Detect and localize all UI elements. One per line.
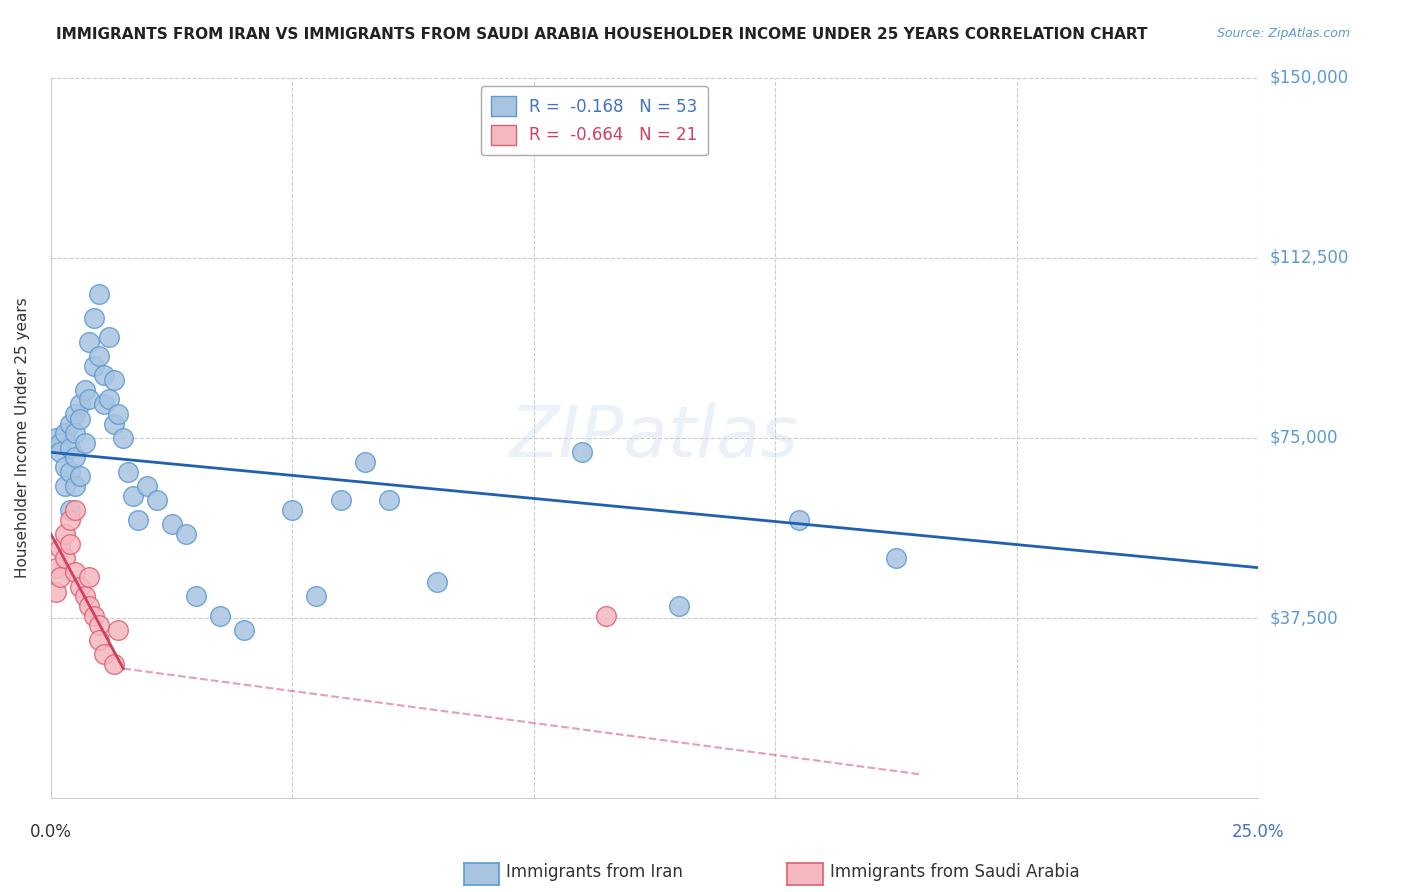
Point (305, 590, 328, 604)
Point (136, 479, 159, 493)
Text: $75,000: $75,000 (1270, 429, 1339, 447)
Legend: R =  -0.168   N = 53, R =  -0.664   N = 21: R = -0.168 N = 53, R = -0.664 N = 21 (481, 86, 707, 155)
Text: $112,500: $112,500 (1270, 249, 1348, 267)
Point (49, 445, 72, 459)
Point (97, 330, 120, 344)
Point (160, 517, 183, 532)
Point (93, 368, 115, 383)
Point (69, 469, 91, 483)
Text: ZIPatlas: ZIPatlas (510, 403, 799, 473)
Point (53, 479, 76, 493)
Point (53, 527, 76, 541)
Point (49, 541, 72, 556)
Point (112, 431, 135, 445)
Point (89, 618, 111, 632)
Point (595, 608, 617, 623)
Point (103, 657, 125, 671)
Point (63, 407, 86, 421)
Point (103, 417, 125, 431)
Point (69, 397, 91, 411)
Text: 25.0%: 25.0% (1232, 823, 1285, 841)
Point (73, 383, 96, 397)
Point (59, 465, 82, 479)
Point (93, 397, 115, 411)
Point (79, 599, 101, 613)
Point (59, 536, 82, 550)
Point (45, 584, 67, 599)
Point (79, 570, 101, 584)
Point (329, 493, 352, 508)
Point (117, 465, 139, 479)
Y-axis label: Householder Income Under 25 years: Householder Income Under 25 years (15, 298, 30, 578)
Point (79, 392, 101, 407)
Point (122, 489, 145, 503)
Point (59, 503, 82, 517)
Point (127, 513, 149, 527)
Point (184, 590, 207, 604)
Point (59, 441, 82, 455)
Point (73, 590, 96, 604)
Point (73, 435, 96, 450)
Point (281, 503, 304, 517)
Point (233, 623, 256, 637)
Text: Immigrants from Iran: Immigrants from Iran (506, 863, 683, 881)
Point (83, 608, 105, 623)
Point (69, 580, 91, 594)
Point (59, 513, 82, 527)
Point (146, 493, 169, 508)
Point (789, 513, 811, 527)
Point (103, 373, 125, 387)
Text: $150,000: $150,000 (1270, 69, 1348, 87)
Point (79, 334, 101, 349)
Point (83, 310, 105, 325)
Point (63, 479, 86, 493)
Point (63, 566, 86, 580)
Point (107, 623, 129, 637)
Point (69, 411, 91, 425)
Point (571, 445, 593, 459)
Text: 0.0%: 0.0% (30, 823, 72, 841)
Point (426, 575, 449, 590)
Point (63, 450, 86, 464)
Point (63, 426, 86, 441)
Point (97, 392, 120, 407)
Point (63, 503, 86, 517)
Text: $37,500: $37,500 (1270, 609, 1339, 627)
Point (89, 286, 111, 301)
Point (174, 527, 197, 541)
Point (53, 551, 76, 566)
Point (208, 608, 231, 623)
Point (49, 570, 72, 584)
Point (89, 632, 111, 647)
Text: IMMIGRANTS FROM IRAN VS IMMIGRANTS FROM SAUDI ARABIA HOUSEHOLDER INCOME UNDER 25: IMMIGRANTS FROM IRAN VS IMMIGRANTS FROM … (56, 27, 1147, 42)
Point (107, 407, 129, 421)
Point (59, 417, 82, 431)
Text: Immigrants from Saudi Arabia: Immigrants from Saudi Arabia (830, 863, 1080, 881)
Point (884, 551, 907, 566)
Point (89, 349, 111, 363)
Point (93, 647, 115, 661)
Point (45, 431, 67, 445)
Point (49, 435, 72, 450)
Point (353, 455, 375, 469)
Point (83, 359, 105, 373)
Point (45, 560, 67, 574)
Text: Source: ZipAtlas.com: Source: ZipAtlas.com (1216, 27, 1350, 40)
Point (53, 459, 76, 474)
Point (668, 599, 690, 613)
Point (53, 426, 76, 441)
Point (378, 493, 401, 508)
